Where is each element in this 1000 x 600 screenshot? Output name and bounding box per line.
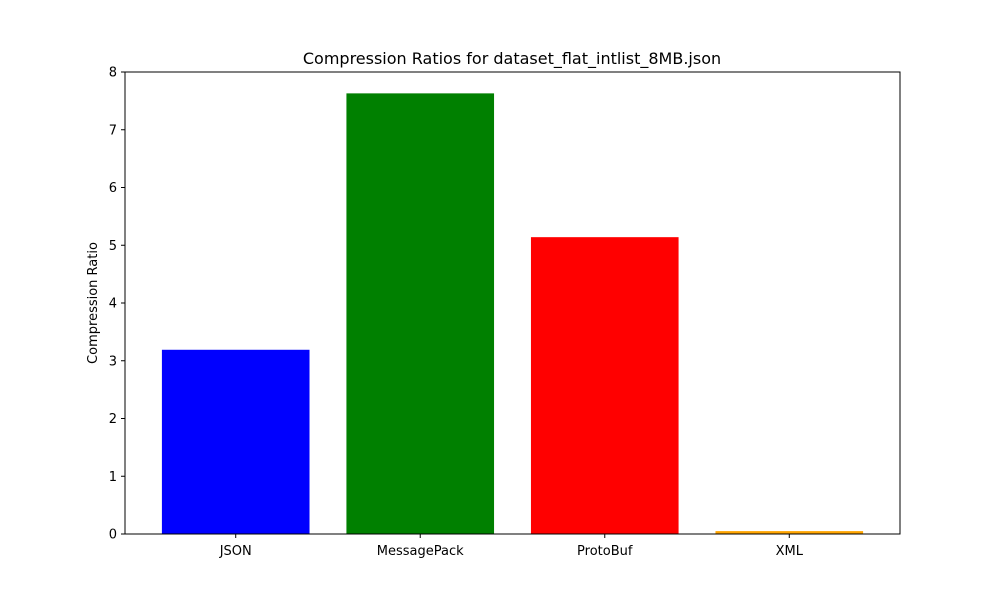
x-tick-label: MessagePack (377, 544, 464, 559)
bar-xml (715, 531, 864, 534)
y-ticks-group: 0 1 2 3 4 5 6 7 8 (109, 66, 125, 543)
bar-protobuf (530, 237, 679, 535)
y-tick-label: 3 (109, 354, 117, 369)
bar-json (161, 349, 310, 534)
x-ticks-group: JSON MessagePack ProtoBuf XML (219, 534, 804, 559)
y-axis-label: Compression Ratio (86, 242, 101, 364)
y-tick-label: 2 (109, 412, 117, 427)
bars-group (161, 93, 864, 535)
x-tick-label: ProtoBuf (577, 544, 633, 559)
chart-title: Compression Ratios for dataset_flat_intl… (303, 49, 721, 69)
y-tick-label: 7 (109, 123, 117, 138)
plot-frame (124, 71, 901, 535)
y-tick-label: 5 (109, 239, 117, 254)
bar-messagepack (346, 93, 495, 535)
y-tick-label: 4 (109, 297, 117, 312)
x-tick-label: XML (776, 544, 804, 559)
y-tick-label: 0 (109, 528, 117, 543)
y-tick-label: 6 (109, 181, 117, 196)
y-tick-label: 8 (109, 66, 117, 81)
x-tick-label: JSON (219, 544, 252, 559)
y-tick-label: 1 (109, 470, 117, 485)
